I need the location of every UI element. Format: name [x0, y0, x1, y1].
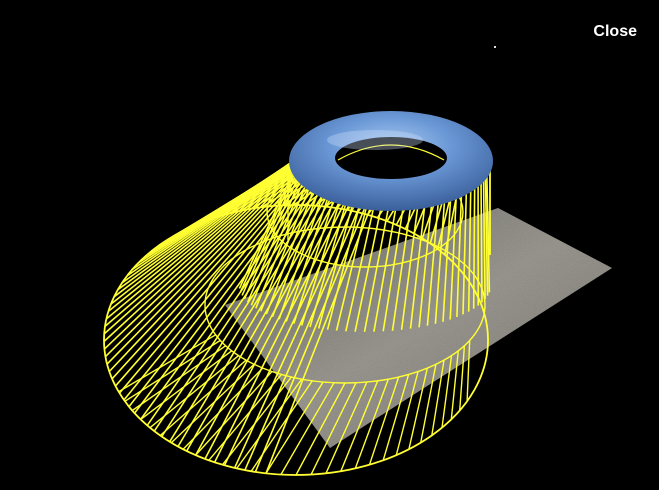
wireframe-shadow-volume: [103, 136, 491, 476]
close-button[interactable]: Close: [593, 23, 637, 40]
ground-plane: [225, 208, 612, 448]
screen-speck: [494, 46, 496, 48]
torus-object: [289, 111, 493, 211]
